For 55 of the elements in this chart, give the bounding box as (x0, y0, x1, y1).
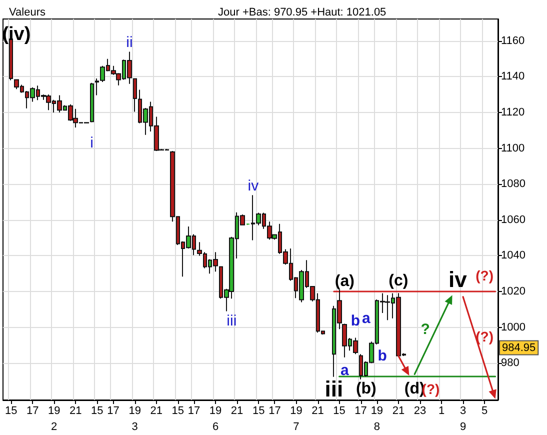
x-tick-label: 1 (438, 405, 445, 417)
annotation: (iv) (2, 24, 31, 46)
text: 984.95 (502, 342, 536, 354)
y-tick-label: 980 (501, 357, 520, 370)
x-tick-label: 17 (354, 405, 367, 417)
annotation: iii (226, 312, 237, 330)
x-tick-label: 19 6 (209, 405, 222, 433)
x-tick-label: 15 (333, 405, 346, 417)
x-tick-label: 17 (268, 405, 281, 417)
x-tick-label: 21 (150, 405, 162, 417)
y-tick-label: 1060 (501, 214, 526, 226)
y-tick-label: 1000 (501, 321, 526, 334)
x-tick-label: 15 (172, 405, 184, 417)
annotation: b (350, 312, 360, 330)
x-tick-label: 19 7 (290, 405, 302, 433)
x-tick-label: 3 9 (460, 405, 466, 433)
x-tick-label: 21 (230, 405, 244, 417)
x-tick-label: 21 (312, 405, 324, 417)
annotation: (a) (334, 272, 354, 290)
annotation: ? (420, 321, 430, 338)
x-tick-label: 21 (392, 405, 405, 417)
x-tick-label: 17 (107, 405, 120, 417)
candlestick (90, 82, 94, 123)
annotation: (?) (476, 267, 494, 284)
annotation: iv (448, 267, 468, 292)
annotation: ii (126, 34, 133, 52)
annotation: (?) (422, 381, 440, 398)
annotation: i (90, 134, 94, 152)
y-tick-label: 1120 (501, 106, 525, 118)
y-tick-label: 1160 (501, 34, 525, 47)
x-tick-label: 17 (26, 405, 39, 417)
x-tick-label: 15 (252, 405, 265, 417)
y-tick-label: 1040 (501, 250, 526, 262)
annotation: iv (248, 178, 260, 195)
x-tick-label: 17 (188, 405, 200, 417)
annotation: b (378, 347, 387, 364)
x-tick-label: 19 8 (370, 405, 384, 433)
x-tick-label: 23 (414, 405, 426, 417)
x-tick-label: 5 (481, 405, 488, 417)
y-tick-label: 1140 (501, 70, 525, 83)
chart-title: Valeurs (9, 6, 46, 18)
x-tick-label: 19 2 (48, 405, 60, 433)
annotation: a (340, 362, 350, 379)
annotation: (c) (388, 272, 408, 290)
y-tick-label: 1100 (501, 142, 525, 154)
y-tick-label: 1020 (501, 286, 526, 298)
chart-subtitle: Jour +Bas: 970.95 +Haut: 1021.05 (218, 6, 386, 18)
annotation: iii (324, 376, 344, 402)
y-tick-label: 1080 (501, 178, 526, 190)
annotation: a (362, 310, 372, 327)
x-tick-label: 15 (4, 405, 18, 417)
x-tick-label: 19 3 (128, 405, 141, 433)
x-tick-label: 21 (70, 405, 82, 417)
annotation: (b) (356, 380, 376, 398)
x-tick-label: 15 (91, 405, 104, 417)
